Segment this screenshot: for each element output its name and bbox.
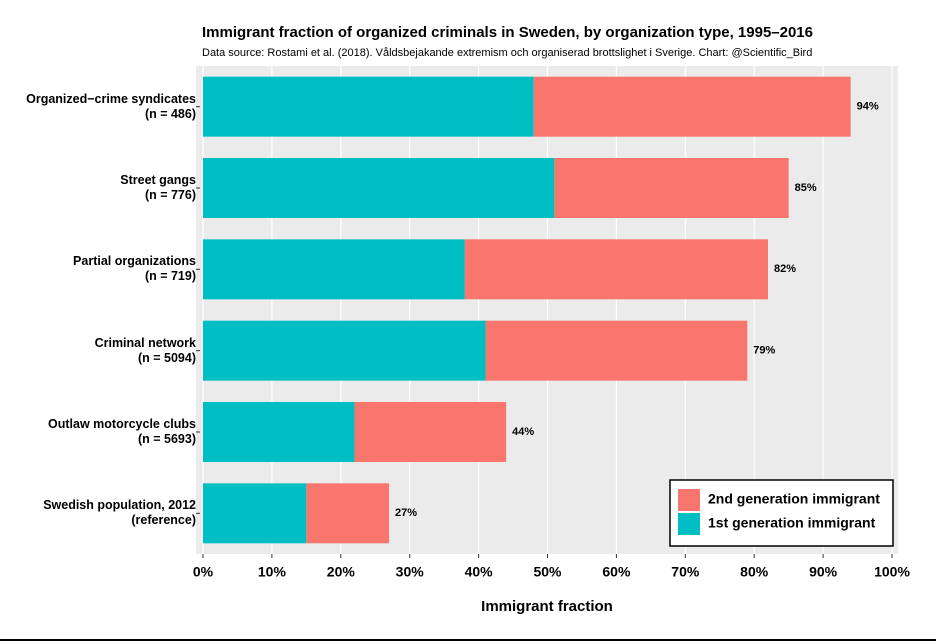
legend-key bbox=[678, 489, 700, 511]
bar-segment bbox=[203, 483, 307, 544]
legend-key bbox=[678, 513, 700, 535]
chart-title: Immigrant fraction of organized criminal… bbox=[202, 24, 813, 41]
x-tick-label: 50% bbox=[533, 564, 562, 580]
bar-segment bbox=[203, 76, 534, 137]
legend-label: 2nd generation immigrant bbox=[708, 491, 880, 507]
bar-segment bbox=[306, 483, 390, 544]
bar-segment bbox=[533, 76, 851, 137]
x-tick-label: 60% bbox=[602, 564, 631, 580]
bar-segment bbox=[485, 320, 748, 381]
x-tick-label: 0% bbox=[193, 564, 214, 580]
bar-segment bbox=[203, 320, 486, 381]
x-tick-label: 10% bbox=[258, 564, 287, 580]
bar-segment bbox=[203, 158, 555, 218]
legend-box bbox=[669, 479, 894, 547]
total-label: 44% bbox=[512, 426, 534, 438]
x-tick-label: 100% bbox=[874, 564, 910, 580]
x-tick-label: 30% bbox=[396, 564, 425, 580]
x-axis-title: Immigrant fraction bbox=[481, 598, 613, 615]
y-tick-label: Partial organizations (n = 719) bbox=[73, 254, 196, 284]
y-tick-label: Organized−crime syndicates (n = 486) bbox=[26, 91, 196, 121]
bar-segment bbox=[464, 239, 768, 300]
chart-subtitle: Data source: Rostami et al. (2018). Våld… bbox=[202, 47, 812, 59]
total-label: 82% bbox=[774, 263, 796, 275]
legend-label: 1st generation immigrant bbox=[708, 515, 876, 531]
total-label: 85% bbox=[795, 182, 817, 194]
y-tick-label: Swedish population, 2012 (reference) bbox=[43, 498, 196, 528]
bar-segment bbox=[554, 158, 789, 218]
x-tick-label: 80% bbox=[740, 564, 769, 580]
total-label: 94% bbox=[857, 101, 879, 113]
x-tick-label: 70% bbox=[671, 564, 700, 580]
bar-segment bbox=[203, 402, 355, 462]
y-tick-label: Outlaw motorcycle clubs (n = 5693) bbox=[48, 417, 196, 446]
x-tick-label: 20% bbox=[327, 564, 356, 580]
total-label: 27% bbox=[395, 507, 417, 519]
total-label: 79% bbox=[753, 345, 775, 357]
y-tick-label: Street gangs (n = 776) bbox=[120, 173, 196, 202]
x-tick-label: 40% bbox=[465, 564, 494, 580]
x-tick-label: 90% bbox=[809, 564, 838, 580]
y-tick-label: Criminal network (n = 5094) bbox=[94, 335, 196, 365]
bar-segment bbox=[203, 239, 465, 300]
bar-segment bbox=[354, 402, 507, 462]
